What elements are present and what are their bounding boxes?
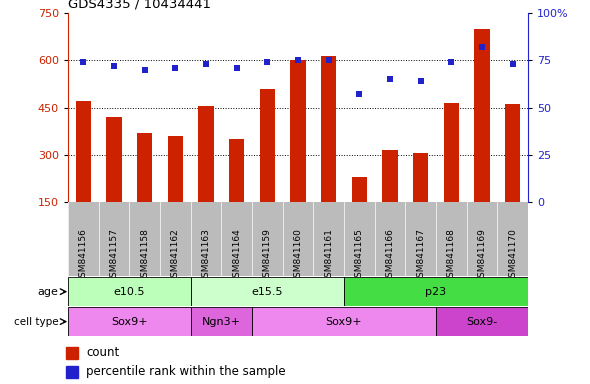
Point [416, 78, 425, 84]
Bar [191, 307, 252, 336]
Bar [444, 103, 459, 202]
Text: Ngn3+: Ngn3+ [202, 316, 241, 327]
Bar [168, 136, 183, 202]
Bar [76, 101, 91, 202]
Bar [352, 177, 367, 202]
Bar [436, 307, 528, 336]
Text: e10.5: e10.5 [113, 286, 145, 297]
Point [263, 59, 272, 65]
Point [477, 44, 487, 50]
Bar [505, 104, 520, 202]
Text: Sox9+: Sox9+ [326, 316, 362, 327]
Point [109, 63, 119, 69]
Point [201, 61, 211, 67]
Bar [290, 61, 306, 202]
Text: GDS4335 / 10434441: GDS4335 / 10434441 [68, 0, 211, 11]
Bar [260, 89, 275, 202]
Bar [68, 277, 191, 306]
Point [508, 61, 517, 67]
Bar [321, 56, 336, 202]
Bar [413, 153, 428, 202]
Bar [198, 106, 214, 202]
Point [140, 67, 149, 73]
Text: age: age [38, 286, 58, 297]
Text: e15.5: e15.5 [251, 286, 283, 297]
Point [78, 59, 88, 65]
Point [355, 91, 364, 98]
Point [324, 58, 333, 64]
Bar [229, 139, 244, 202]
Text: cell type: cell type [14, 316, 58, 327]
Bar [344, 277, 528, 306]
Bar [68, 307, 191, 336]
Text: percentile rank within the sample: percentile rank within the sample [86, 365, 286, 378]
Bar [382, 150, 398, 202]
Point [171, 65, 180, 71]
Point [447, 59, 456, 65]
Bar [137, 132, 152, 202]
Text: p23: p23 [425, 286, 447, 297]
Bar [474, 29, 490, 202]
Bar [106, 117, 122, 202]
Point [385, 76, 395, 83]
Text: count: count [86, 346, 120, 359]
Point [232, 65, 241, 71]
Point [293, 58, 303, 64]
Text: Sox9+: Sox9+ [111, 316, 148, 327]
Text: Sox9-: Sox9- [467, 316, 497, 327]
Bar [252, 307, 436, 336]
Bar [191, 277, 344, 306]
